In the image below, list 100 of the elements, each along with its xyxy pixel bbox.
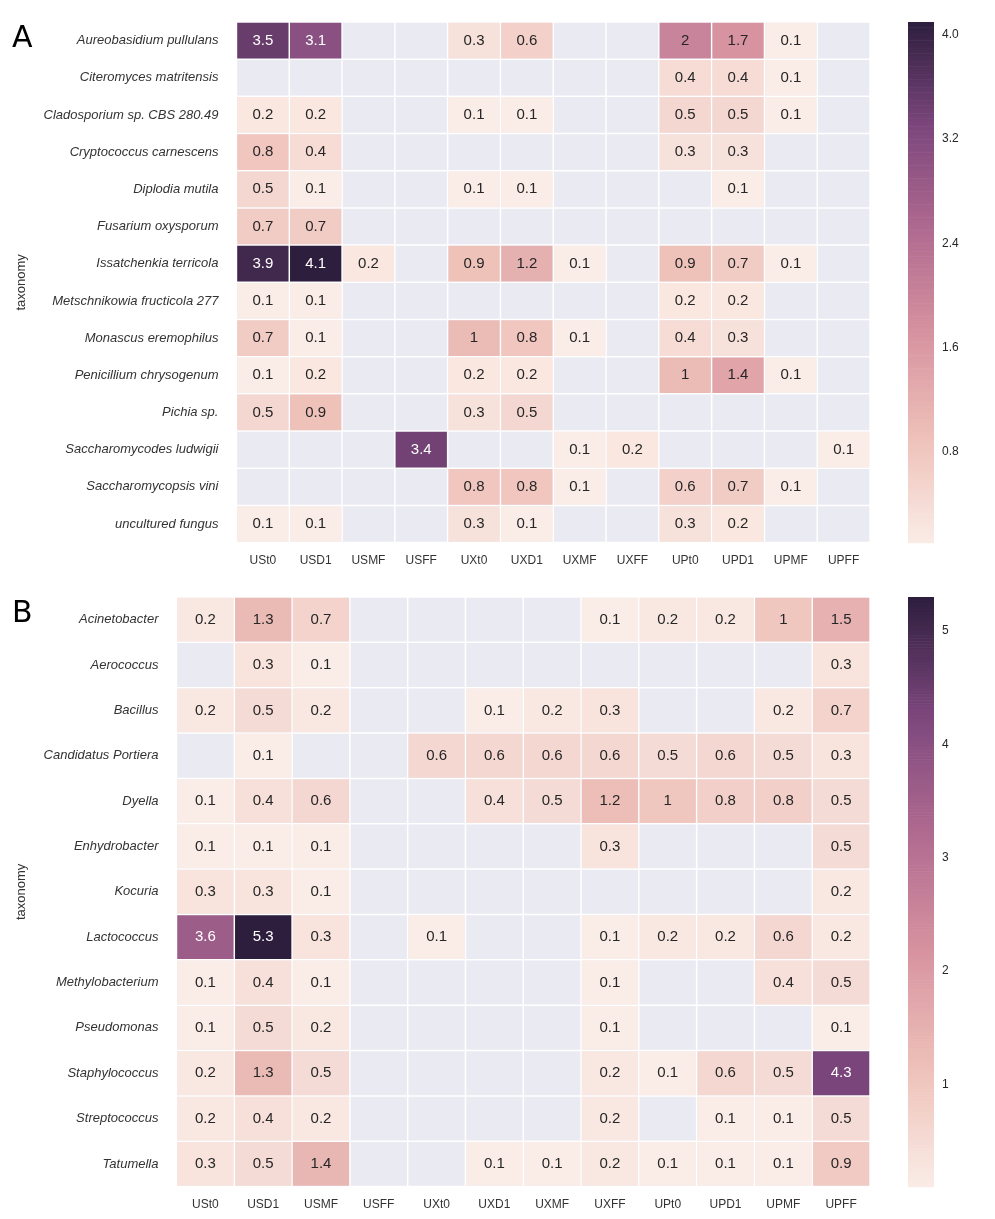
data-label: 0.7 (830, 700, 852, 718)
data-label: 0.6 (715, 745, 736, 763)
data-label: 0.3 (252, 655, 274, 673)
y-tick-label: Monascus eremophilus (84, 329, 219, 345)
data-label: 0.5 (657, 745, 679, 763)
data-label: 1.5 (830, 609, 852, 627)
data-label: 0.5 (830, 791, 852, 809)
data-label: 0.1 (715, 1154, 736, 1172)
data-label: 0.1 (252, 745, 274, 763)
data-label: 0.1 (780, 253, 802, 271)
data-label: 0.1 (541, 1154, 563, 1172)
color-bar-label: 4 (942, 736, 949, 751)
data-label: 0.1 (516, 105, 538, 123)
data-label: 0.4 (674, 328, 696, 346)
color-bar-label: 2.4 (942, 235, 960, 250)
data-label: 0.3 (674, 142, 696, 160)
y-tick-label: Dyella (122, 792, 159, 808)
data-label: 0.2 (194, 1108, 216, 1126)
data-label: 0.5 (252, 1018, 274, 1035)
data-label: 1 (681, 365, 690, 383)
data-label: 0.1 (727, 179, 749, 197)
data-label: 1.2 (516, 253, 538, 271)
data-label: 0.1 (426, 927, 447, 945)
data-label: 1.3 (252, 609, 274, 627)
data-label: 0.1 (305, 291, 327, 309)
data-label: 0.1 (830, 1018, 852, 1035)
data-label: 0.7 (252, 216, 274, 234)
data-label: 0.1 (833, 439, 855, 457)
x-tick-label: UPD1 (722, 553, 755, 568)
data-label: 0.2 (727, 514, 749, 532)
x-tick-label: UPt0 (654, 1197, 682, 1212)
data-label: 0.2 (194, 1063, 216, 1081)
data-label: 0.1 (516, 514, 538, 532)
data-label: 0.7 (252, 328, 274, 346)
color-bar-label: 1.6 (942, 339, 960, 354)
data-label: 0.3 (463, 30, 485, 48)
data-label: 0.2 (622, 439, 643, 457)
x-tick-label: UPt0 (671, 553, 699, 568)
x-tick-label: USD1 (247, 1197, 280, 1212)
data-label: 0.1 (599, 1018, 621, 1035)
data-label: 1.2 (599, 791, 621, 809)
data-label: 0.1 (194, 836, 216, 854)
data-label: 0.1 (310, 881, 332, 899)
data-label: 0.2 (194, 609, 216, 627)
data-label: 1.3 (252, 1063, 274, 1081)
x-tick-label: USFF (405, 553, 437, 568)
y-tick-label: Pseudomonas (75, 1019, 159, 1035)
data-label: 0.2 (715, 927, 736, 945)
data-label: 0.9 (674, 253, 696, 271)
y-tick-label: Streptococcus (76, 1110, 159, 1126)
data-label: 0.1 (305, 328, 327, 346)
data-label: 0.3 (830, 655, 852, 673)
color-bar-label: 3 (942, 850, 949, 865)
data-label: 0.1 (780, 30, 802, 48)
data-label: 0.8 (516, 476, 538, 494)
y-tick-label: Kocuria (114, 883, 159, 899)
data-label: 0.8 (463, 476, 485, 494)
data-label: 0.5 (310, 1063, 332, 1081)
data-label: 0.1 (772, 1108, 794, 1126)
y-tick-label: Aerococcus (89, 656, 159, 672)
data-label: 0.5 (252, 700, 274, 718)
x-tick-label: UXMF (562, 553, 597, 568)
data-label: 0.2 (194, 700, 216, 718)
data-label: 0.1 (780, 105, 802, 123)
data-label: 0.1 (657, 1063, 679, 1081)
data-label: 4.3 (830, 1063, 852, 1081)
data-label: 0.8 (715, 791, 736, 809)
data-label: 3.6 (194, 927, 216, 945)
data-label: 0.4 (305, 142, 327, 160)
data-label: 0.5 (252, 1154, 274, 1172)
x-tick-label: UXD1 (478, 1197, 511, 1212)
data-label: 0.6 (772, 927, 794, 945)
data-label: 0.5 (830, 1108, 852, 1126)
y-tick-label: Pichia sp. (162, 404, 219, 420)
y-tick-label: Tatumella (102, 1155, 159, 1171)
x-tick-label: UPFF (827, 553, 860, 568)
x-tick-label: UXMF (535, 1197, 570, 1212)
data-label: 0.4 (252, 972, 274, 990)
y-axis-title: taxonomy (13, 253, 29, 311)
x-tick-label: UPFF (825, 1197, 857, 1212)
data-label: 3.9 (252, 253, 274, 271)
data-label: 0.5 (516, 402, 538, 420)
data-label: 0.6 (541, 745, 563, 763)
data-label: 0.6 (310, 791, 332, 809)
data-label: 0.3 (463, 514, 485, 532)
y-tick-label: Cryptococcus carnescens (69, 143, 219, 159)
data-label: 0.3 (727, 142, 749, 160)
data-label: 0.7 (727, 253, 749, 271)
data-label: 0.4 (727, 67, 749, 85)
data-label: 0.2 (830, 881, 852, 899)
x-tick-label: UXt0 (460, 553, 488, 568)
data-label: 0.1 (772, 1154, 794, 1172)
text: A (12, 18, 33, 54)
data-label: 0.1 (569, 476, 591, 494)
x-tick-label: UXt0 (423, 1197, 451, 1212)
x-tick-label: USFF (363, 1197, 395, 1212)
x-tick-label: UXD1 (510, 553, 544, 568)
data-label: 0.2 (310, 1108, 332, 1126)
data-label: 0.5 (727, 105, 749, 123)
data-label: 0.1 (657, 1154, 679, 1172)
